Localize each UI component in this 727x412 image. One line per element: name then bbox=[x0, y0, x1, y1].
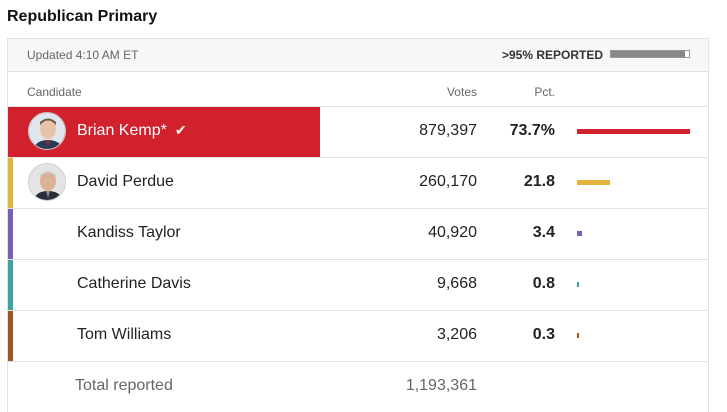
candidate-color-accent bbox=[8, 311, 13, 361]
candidate-votes: 260,170 bbox=[419, 173, 477, 190]
candidate-color-accent bbox=[8, 209, 13, 259]
candidate-pct: 0.8 bbox=[532, 275, 555, 292]
reported-progress-bar bbox=[610, 50, 690, 58]
candidate-photo-icon bbox=[28, 112, 66, 150]
pct-bar bbox=[577, 282, 579, 287]
candidate-photo-icon bbox=[28, 163, 66, 201]
results-title: Republican Primary bbox=[7, 8, 158, 25]
header-pct: Pct. bbox=[534, 85, 555, 99]
candidate-row: Brian Kemp* ✔ 879,397 73.7% bbox=[8, 106, 708, 157]
candidate-pct: 0.3 bbox=[532, 326, 555, 343]
candidate-row: Kandiss Taylor 40,920 3.4 bbox=[8, 208, 708, 259]
total-votes: 1,193,361 bbox=[405, 377, 477, 394]
candidate-votes: 3,206 bbox=[436, 326, 477, 343]
total-row: Total reported 1,193,361 bbox=[8, 361, 708, 412]
candidate-name: Tom Williams bbox=[77, 326, 172, 343]
candidate-name: Catherine Davis bbox=[77, 275, 191, 292]
candidate-row: Tom Williams 3,206 0.3 bbox=[8, 310, 708, 361]
winner-check-icon: ✔ bbox=[174, 122, 187, 138]
header-candidate: Candidate bbox=[27, 85, 82, 99]
reported-label: >95% REPORTED bbox=[502, 48, 604, 62]
pct-bar bbox=[577, 333, 579, 338]
candidate-name: Brian Kemp* ✔ bbox=[77, 122, 187, 139]
candidate-row: David Perdue 260,170 21.8 bbox=[8, 157, 708, 208]
candidate-votes: 879,397 bbox=[419, 122, 477, 139]
candidate-votes: 40,920 bbox=[428, 224, 477, 241]
pct-bar bbox=[577, 231, 583, 236]
candidate-votes: 9,668 bbox=[436, 275, 477, 292]
candidate-color-accent bbox=[8, 158, 13, 208]
results-card: Updated 4:10 AM ET >95% REPORTED Candida… bbox=[7, 38, 709, 412]
reported-progress-fill bbox=[611, 51, 686, 57]
candidate-name: David Perdue bbox=[77, 173, 174, 190]
candidate-pct: 73.7% bbox=[509, 122, 555, 139]
candidate-pct: 21.8 bbox=[523, 173, 555, 190]
pct-bar bbox=[577, 180, 611, 185]
total-label: Total reported bbox=[75, 377, 173, 394]
candidate-row: Catherine Davis 9,668 0.8 bbox=[8, 259, 708, 310]
status-bar: Updated 4:10 AM ET >95% REPORTED bbox=[8, 39, 708, 72]
candidate-pct: 3.4 bbox=[532, 224, 555, 241]
pct-bar bbox=[577, 129, 690, 134]
candidate-name: Kandiss Taylor bbox=[77, 224, 181, 241]
updated-time: Updated 4:10 AM ET bbox=[27, 48, 139, 62]
candidate-color-accent bbox=[8, 260, 13, 310]
header-votes: Votes bbox=[446, 85, 477, 99]
